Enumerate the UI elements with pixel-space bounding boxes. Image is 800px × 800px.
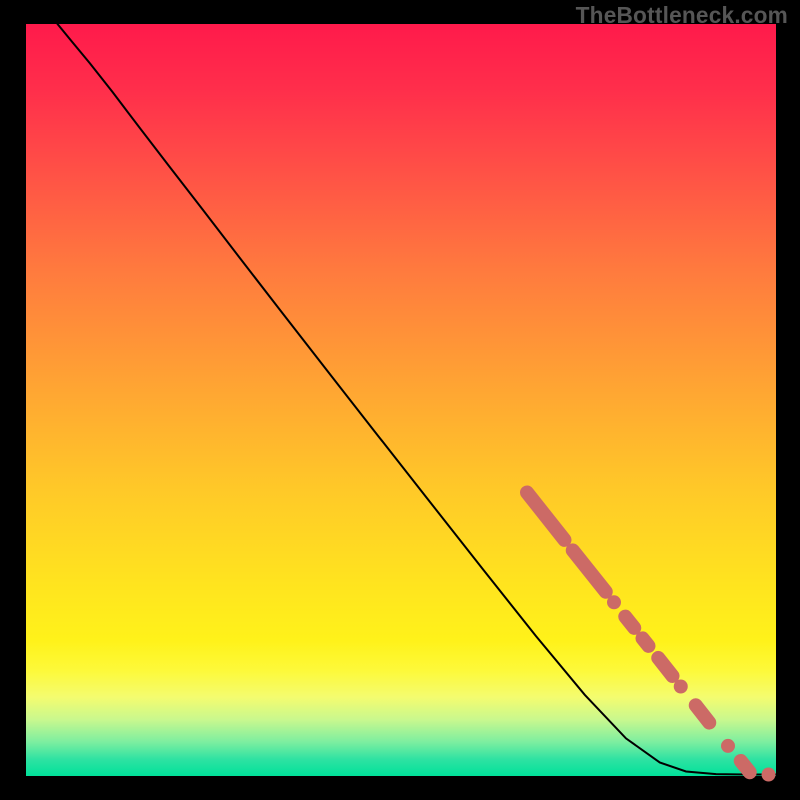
marker-dot — [762, 768, 776, 782]
plot-svg — [0, 0, 800, 800]
marker-dot — [721, 739, 735, 753]
marker-dot — [607, 595, 621, 609]
marker-capsule — [643, 638, 649, 646]
watermark-text: TheBottleneck.com — [576, 2, 788, 29]
marker-capsule — [625, 617, 634, 628]
chart-stage: TheBottleneck.com — [0, 0, 800, 800]
marker-capsule — [741, 761, 750, 772]
marker-dot — [674, 680, 688, 694]
